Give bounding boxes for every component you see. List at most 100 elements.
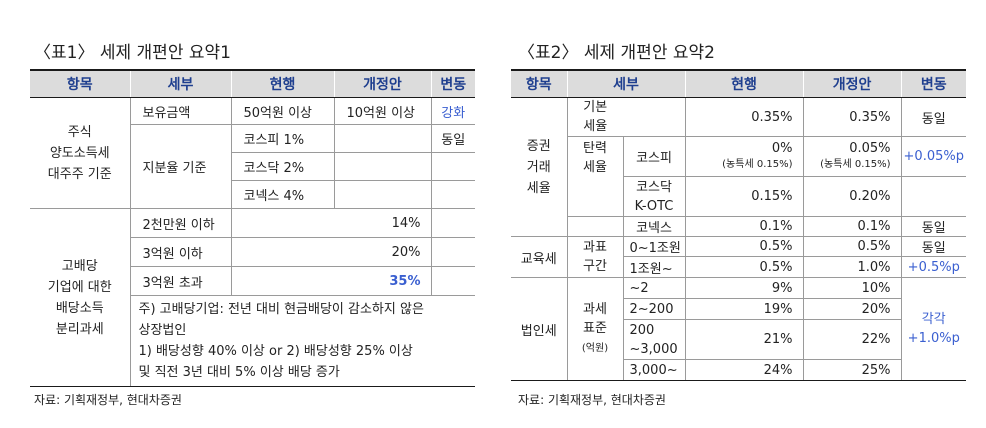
table-row: 법인세 과세 표준 (억원) ~2 9% 10% 각각 +1.0%p [511,277,967,381]
change-cell: 강화 [430,97,475,125]
table-row: 3억원 초과 35% [30,266,475,296]
empty-cell [333,152,432,181]
empty-cell [430,180,475,209]
current-cell: 21% [684,319,804,360]
revised-cell: 10억원 이상 [333,97,432,125]
bracket-cell: 3,000~ [623,359,686,381]
sub-cell: 코스피 1% [230,124,335,153]
empty-cell [900,176,967,217]
market-cell: 코스피 [622,136,686,177]
change-cell: +0.05%p [900,136,967,177]
table-row: 고배당 기업에 대한 배당소득 분리과세 2천만원 이하 14% [30,208,475,387]
empty-cell [230,208,334,238]
revised-cell: 1.0% [802,256,902,278]
bracket-cell: 200 ~3,000 [623,319,686,360]
detail-cell: 보유금액 [129,97,232,125]
current-cell: 24% [684,359,804,381]
empty-cell [430,266,475,296]
table1-title: 〈표1〉 세제 개편안 요약1 [34,43,231,63]
empty-cell [430,237,475,267]
empty-cell [333,180,432,209]
base-label: 과세 표준 (억원) [566,277,624,381]
current-cell: 19% [684,298,804,320]
header-detail: 세부 [566,69,686,98]
header-item: 항목 [30,69,130,98]
table-row: 3,000~ 24% 25% [511,359,966,381]
empty-cell [623,97,686,137]
revised-cell: 22% [802,319,902,360]
revised-cell: 0.5% [802,236,902,257]
revised-cell: 20% [802,298,902,320]
rate-cell: 20% [334,237,432,267]
table-row: 주식 양도소득세 대주주 기준 보유금액 50억원 이상 10억원 이상 강화 [30,97,475,209]
header-revised: 개정안 [333,69,431,98]
table2-title: 〈표2〉 세제 개편안 요약2 [518,43,715,63]
table2-header-row: 항목 세부 현행 개정안 변동 [511,69,967,98]
bracket-cell: 2~200 [623,298,686,320]
threshold-label: 지분율 기준 [130,124,232,209]
current-cell: 0.5% [684,236,804,257]
section-label-capital-gains: 주식 양도소득세 대주주 기준 [30,97,131,209]
rate-cell: 14% [334,208,432,238]
empty-cell [567,216,624,237]
header-current: 현행 [230,69,334,98]
empty-cell [230,237,334,267]
table-row: 코넥스 4% [30,180,475,209]
revised-cell: 0.05% (농특세 0.15%) [802,136,902,177]
empty-cell [430,208,475,238]
section-label-dividend: 고배당 기업에 대한 배당소득 분리과세 [30,208,131,387]
table1-source: 자료: 기획재정부, 현대차증권 [34,393,182,407]
current-cell: 9% [684,277,804,299]
detail-cell: 2천만원 이하 [129,208,232,238]
table-row: 코스닥 K-OTC 0.15% 0.20% [511,176,967,217]
header-revised: 개정안 [802,69,902,98]
section-label-education: 교육세 [511,236,568,278]
section-label-corporate: 법인세 [511,277,568,381]
table-row: 코스닥 2% [30,152,475,181]
current-cell: 0.35% [684,97,804,137]
table-row: 교육세 과표 구간 0~1조원 0.5% 0.5% 동일 [511,236,967,278]
detail-cell: 3억원 이하 [130,237,232,267]
current-cell: 0.15% [684,176,804,217]
change-cell: 동일 [900,236,967,257]
market-cell: 코넥스 [622,216,686,237]
change-cell: 동일 [900,216,967,237]
empty-cell [333,124,432,153]
revised-cell: 0.1% [802,216,902,237]
flexible-rate-label: 탄력 세율 [567,136,624,217]
base-label: 과표 구간 [566,236,624,278]
header-item: 항목 [511,69,567,98]
bracket-cell: 1조원~ [623,256,686,278]
dividend-note: 주) 고배당기업: 전년 대비 현금배당이 감소하지 않은 상장법인 1) 배당… [130,295,475,387]
sub-cell: 코스닥 2% [231,152,335,181]
tax-reform-table-2: 항목 세부 현행 개정안 변동 증권 거래 세율 기본 세율 0.35% 0.3… [511,69,967,381]
header-change: 변동 [900,69,967,98]
current-cell: 0.5% [684,256,804,278]
bracket-cell: ~2 [622,277,686,299]
table-row: 1조원~ 0.5% 1.0% +0.5%p [511,256,967,278]
section-label-securities: 증권 거래 세율 [511,97,568,237]
note-row: 주) 고배당기업: 전년 대비 현금배당이 감소하지 않은 상장법인 1) 배당… [30,295,475,387]
market-cell: 코스닥 K-OTC [623,176,686,217]
detail-cell: 3억원 초과 [130,266,232,296]
header-detail: 세부 [129,69,231,98]
bracket-cell: 0~1조원 [622,236,686,257]
table1-header-row: 항목 세부 현행 개정안 변동 [30,69,475,98]
tax-reform-table-1: 항목 세부 현행 개정안 변동 주식 양도소득세 대주주 기준 보유금액 50억… [30,69,475,387]
table-row: 탄력 세율 코스피 0% (농특세 0.15%) 0.05% (농특세 0.15… [511,136,967,217]
basic-rate-label: 기본 세율 [566,97,623,137]
revised-cell: 0.20% [802,176,902,217]
rate-cell-highlight: 35% [334,266,432,296]
revised-cell: 10% [802,277,902,299]
revised-cell: 0.35% [802,97,902,137]
change-cell: +0.5%p [900,256,967,278]
revised-cell: 25% [802,359,902,381]
change-cell: 동일 [430,124,475,153]
header-change: 변동 [430,69,475,98]
current-cell: 0% (농특세 0.15%) [684,136,804,177]
table-row: 증권 거래 세율 기본 세율 0.35% 0.35% 동일 [511,97,967,237]
current-cell: 50억원 이상 [230,97,335,125]
current-cell: 0.1% [684,216,804,237]
empty-cell [430,152,475,181]
sub-cell: 코넥스 4% [231,180,335,209]
